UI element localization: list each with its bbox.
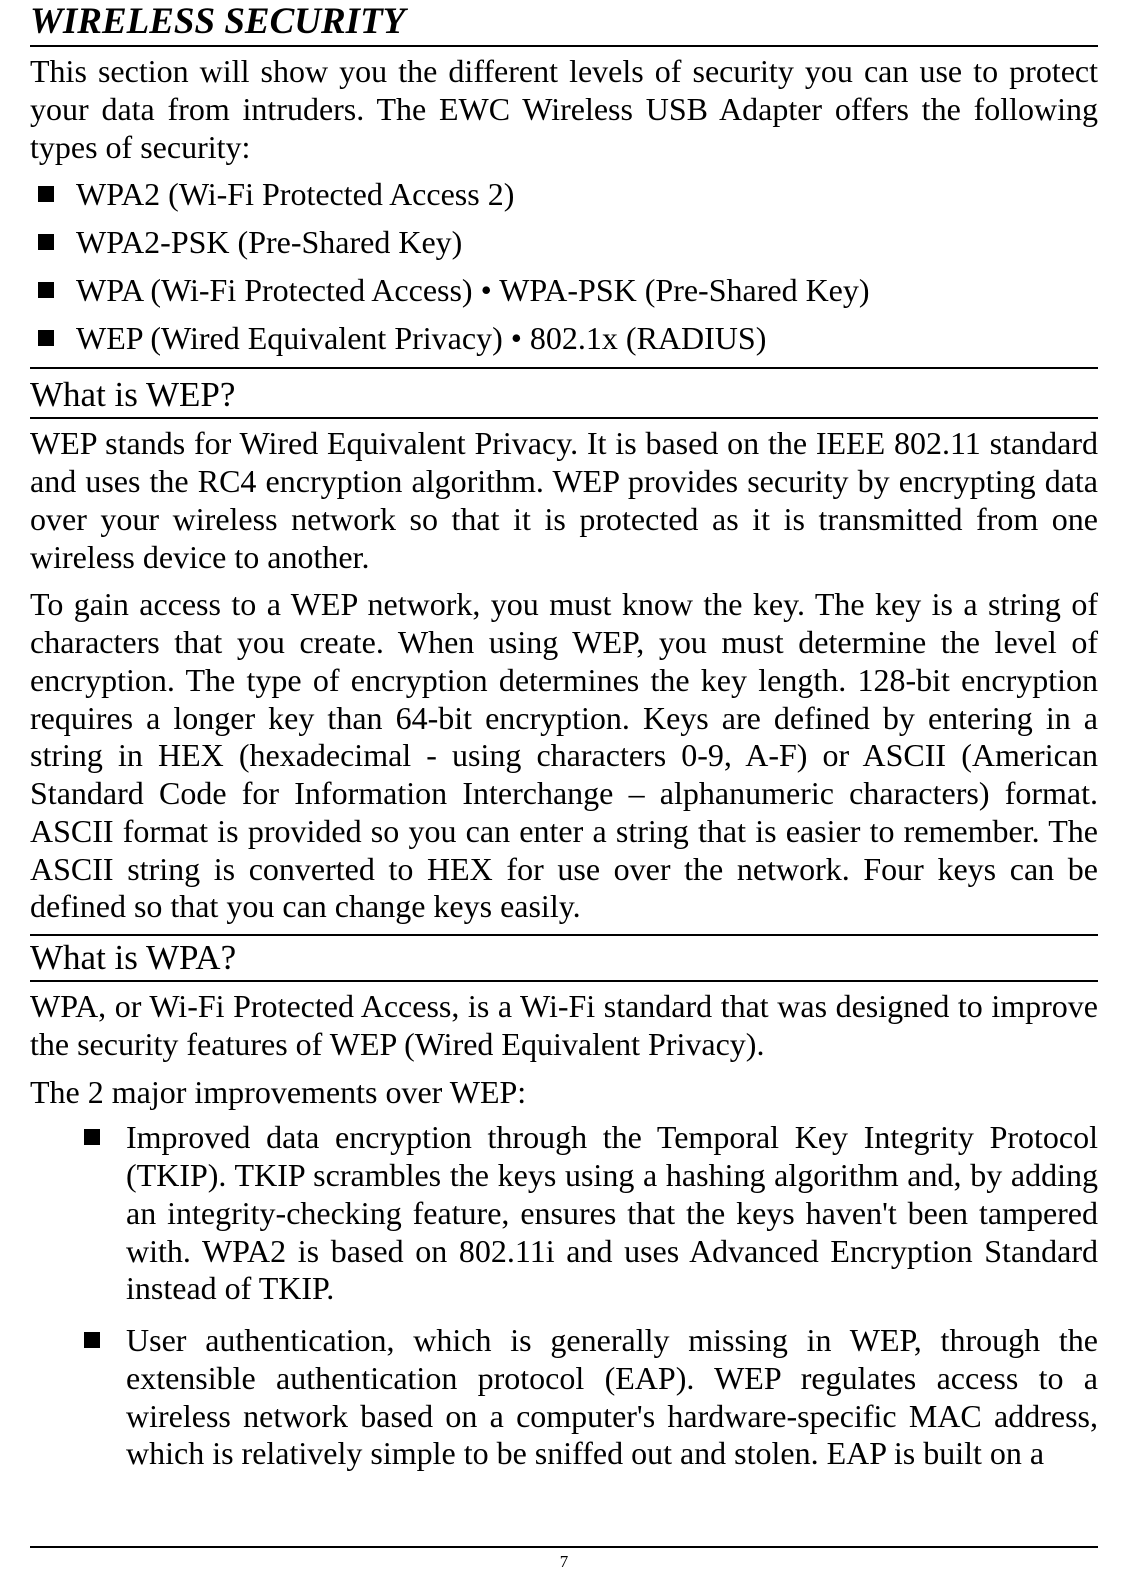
list-item: WPA2 (Wi-Fi Protected Access 2) (30, 176, 1098, 214)
page-content: WIRELESS SECURITY This section will show… (30, 0, 1098, 1540)
list-item: WPA2-PSK (Pre-Shared Key) (30, 224, 1098, 262)
wpa-improvements-list: Improved data encryption through the Tem… (30, 1119, 1098, 1473)
wpa-heading: What is WPA? (30, 938, 1098, 982)
list-item: User authentication, which is generally … (30, 1322, 1098, 1473)
list-item: WEP (Wired Equivalent Privacy) • 802.1x … (30, 320, 1098, 358)
page-title: WIRELESS SECURITY (30, 0, 1098, 47)
wpa-paragraph-2: The 2 major improvements over WEP: (30, 1074, 1098, 1112)
page-footer: 7 (30, 1546, 1098, 1580)
security-types-list: WPA2 (Wi-Fi Protected Access 2) WPA2-PSK… (30, 176, 1098, 369)
wep-paragraph-2: To gain access to a WEP network, you mus… (30, 586, 1098, 936)
list-item: Improved data encryption through the Tem… (30, 1119, 1098, 1308)
wep-heading: What is WEP? (30, 375, 1098, 419)
wpa-paragraph-1: WPA, or Wi-Fi Protected Access, is a Wi-… (30, 988, 1098, 1064)
intro-paragraph: This section will show you the different… (30, 53, 1098, 166)
document-page: WIRELESS SECURITY This section will show… (0, 0, 1128, 1580)
page-number: 7 (560, 1552, 569, 1571)
list-item: WPA (Wi-Fi Protected Access) • WPA-PSK (… (30, 272, 1098, 310)
wep-paragraph-1: WEP stands for Wired Equivalent Privacy.… (30, 425, 1098, 576)
